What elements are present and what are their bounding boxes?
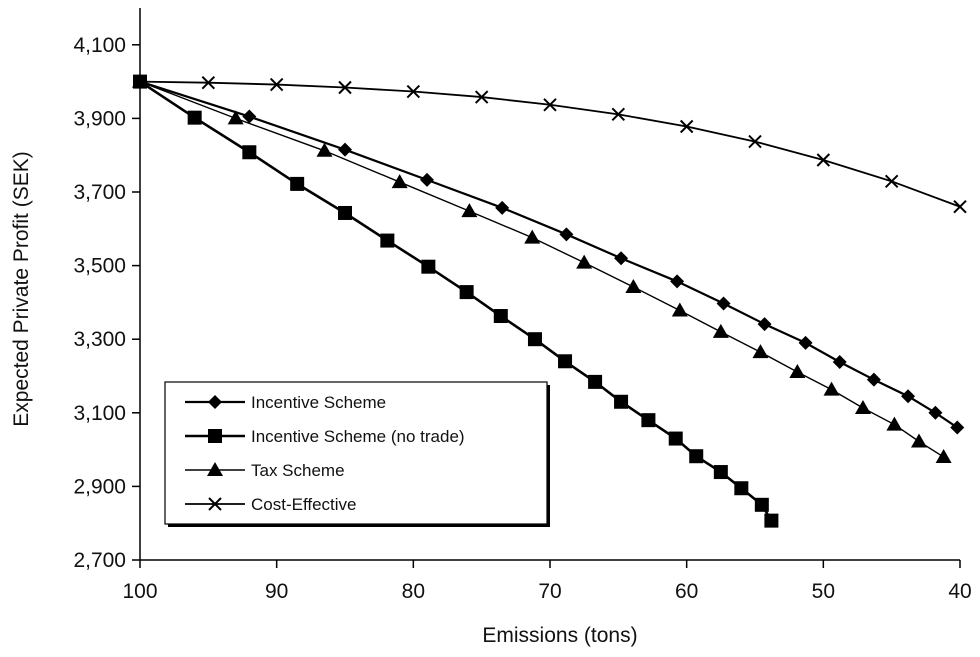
data-point (421, 260, 435, 274)
data-point (338, 143, 352, 157)
data-point (886, 175, 898, 187)
data-point (824, 382, 840, 396)
legend: Incentive Scheme Incentive Scheme (no tra… (165, 382, 550, 527)
x-tick-label: 70 (538, 580, 561, 603)
data-point (188, 111, 202, 125)
data-point (460, 285, 474, 299)
series-4 (134, 76, 966, 213)
data-point (936, 449, 952, 463)
x-tick-label: 40 (948, 580, 971, 603)
data-point (901, 389, 915, 403)
data-point (380, 234, 394, 248)
data-point (228, 110, 244, 124)
x-tick-label: 80 (402, 580, 425, 603)
data-point (495, 201, 509, 215)
y-tick-label: 3,700 (73, 181, 126, 204)
data-point (641, 413, 655, 427)
y-tick-label: 2,900 (73, 475, 126, 498)
y-tick-label: 3,100 (73, 402, 126, 425)
series-line (140, 82, 960, 207)
data-point (614, 395, 628, 409)
x-tick-label: 90 (265, 580, 288, 603)
data-point (789, 364, 805, 378)
x-tick-label: 60 (675, 580, 698, 603)
data-point (494, 309, 508, 323)
data-point (817, 154, 829, 166)
data-point (714, 465, 728, 479)
data-point (625, 279, 641, 293)
data-point (713, 324, 729, 338)
x-axis-title: Emissions (tons) (482, 624, 637, 647)
x-tick-label: 50 (812, 580, 835, 603)
data-point (558, 354, 572, 368)
y-tick-label: 4,100 (73, 34, 126, 57)
data-point (954, 201, 966, 213)
data-point (242, 145, 256, 159)
data-point (867, 373, 881, 387)
series-1 (133, 75, 964, 435)
data-point (338, 206, 352, 220)
data-point (749, 136, 761, 148)
data-point (588, 375, 602, 389)
x-tick-label: 100 (122, 580, 157, 603)
legend-entry-label: Incentive Scheme (no trade) (251, 427, 465, 446)
data-point (755, 498, 769, 512)
data-point (799, 336, 813, 350)
data-point (734, 481, 748, 495)
legend-entry-label: Cost-Effective (251, 495, 357, 514)
data-point (614, 251, 628, 265)
data-point (758, 317, 772, 331)
data-point (672, 302, 688, 316)
y-tick-label: 3,900 (73, 107, 126, 130)
data-point (950, 421, 964, 435)
data-point (669, 432, 683, 446)
data-point (886, 417, 902, 431)
y-tick-label: 2,700 (73, 549, 126, 572)
data-point (717, 297, 731, 311)
legend-entry-label: Tax Scheme (251, 461, 345, 480)
data-point (833, 355, 847, 369)
data-point (689, 449, 703, 463)
data-point (764, 514, 778, 528)
y-tick-label: 3,300 (73, 328, 126, 351)
data-point (576, 255, 592, 269)
data-point (928, 406, 942, 420)
data-point (670, 274, 684, 288)
legend-swatch-marker (208, 429, 222, 443)
data-point (420, 173, 434, 187)
data-point (855, 400, 871, 414)
y-axis-title: Expected Private Profit (SEK) (10, 151, 33, 426)
data-point (290, 177, 304, 191)
data-point (528, 332, 542, 346)
series-line (140, 82, 957, 428)
data-point (392, 174, 408, 188)
y-tick-label: 3,500 (73, 255, 126, 278)
data-point (911, 434, 927, 448)
data-point (461, 203, 477, 217)
data-point (559, 227, 573, 241)
data-point (752, 344, 768, 358)
legend-entry-label: Incentive Scheme (251, 393, 386, 412)
data-point (524, 230, 540, 244)
